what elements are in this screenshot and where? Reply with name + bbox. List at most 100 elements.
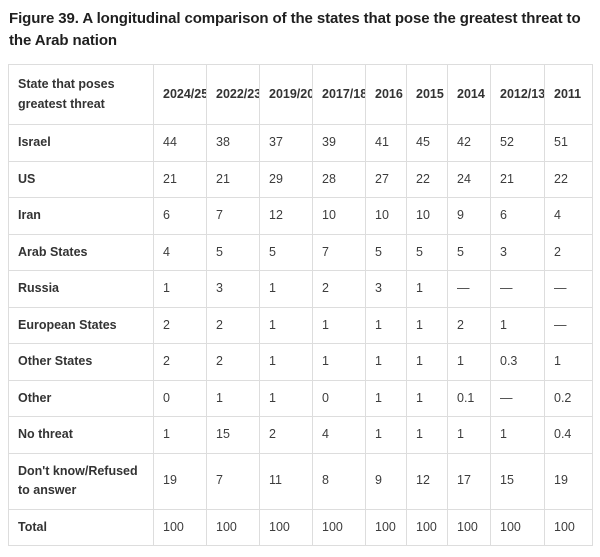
header-cell-year: 2017/18	[312, 64, 366, 125]
table-row: US 21 21 29 28 27 22 24 21 22	[8, 160, 593, 198]
value-cell: 100	[406, 508, 448, 546]
value-cell: 38	[206, 124, 260, 162]
header-cell-year: 2016	[365, 64, 407, 125]
value-cell: 6	[153, 197, 207, 235]
table-row: Don't know/Refused to answer 19 7 11 8 9 12 17 1…	[8, 452, 593, 510]
table-row: European States 2 2 1 1 1 1 2 1—	[8, 306, 593, 344]
value-cell: 17	[447, 452, 491, 510]
value-cell: 10	[365, 197, 407, 235]
value-cell: 1	[365, 416, 407, 454]
value-cell: 0.2	[544, 379, 593, 417]
value-cell: 5	[259, 233, 313, 271]
value-cell: 5	[447, 233, 491, 271]
value-cell: 1	[153, 270, 207, 308]
table-header-row: State that poses greatest threat 2024/25 2…	[8, 64, 593, 125]
row-label: Other States	[8, 343, 154, 381]
value-cell: 1	[406, 379, 448, 417]
value-cell: 29	[259, 160, 313, 198]
value-cell: 1	[490, 416, 545, 454]
value-cell: —	[490, 379, 545, 417]
value-cell: 3	[206, 270, 260, 308]
value-cell: 9	[365, 452, 407, 510]
row-label: Total	[8, 508, 154, 546]
header-cell-year: 2014	[447, 64, 491, 125]
value-cell: 1	[406, 270, 448, 308]
row-label: Don't know/Refused to answer	[8, 452, 154, 510]
table-body: Israel 44 38 37 39 41 45 42 52 51 US 21 21 29 28 27 22 24…	[8, 124, 593, 546]
value-cell: 8	[312, 452, 366, 510]
value-cell: 2	[153, 343, 207, 381]
table-row: Iran 6 7 12 10 10 10 9 6 4	[8, 197, 593, 235]
row-label: Israel	[8, 124, 154, 162]
value-cell: 100	[153, 508, 207, 546]
value-cell: 1	[406, 416, 448, 454]
value-cell: 22	[406, 160, 448, 198]
value-cell: —	[544, 306, 593, 344]
value-cell: 100	[312, 508, 366, 546]
value-cell: 21	[206, 160, 260, 198]
value-cell: 1	[259, 306, 313, 344]
value-cell: 1	[406, 343, 448, 381]
value-cell: 21	[153, 160, 207, 198]
row-label: US	[8, 160, 154, 198]
value-cell: 100	[544, 508, 593, 546]
threat-comparison-table: State that poses greatest threat 2024/25 2…	[8, 64, 593, 546]
value-cell: 7	[312, 233, 366, 271]
value-cell: —	[490, 270, 545, 308]
value-cell: 1	[312, 306, 366, 344]
value-cell: 42	[447, 124, 491, 162]
value-cell: 2	[259, 416, 313, 454]
table-row: Israel 44 38 37 39 41 45 42 52 51	[8, 124, 593, 162]
value-cell: 1	[206, 379, 260, 417]
header-cell-year: 2015	[406, 64, 448, 125]
value-cell: 1	[447, 343, 491, 381]
value-cell: 0.4	[544, 416, 593, 454]
table-row: No threat 1 15 2 4 1 1 1 1 0.4	[8, 416, 593, 454]
value-cell: 5	[365, 233, 407, 271]
value-cell: 100	[490, 508, 545, 546]
value-cell: 41	[365, 124, 407, 162]
value-cell: 44	[153, 124, 207, 162]
value-cell: 5	[406, 233, 448, 271]
value-cell: 0.3	[490, 343, 545, 381]
value-cell: 1	[153, 416, 207, 454]
value-cell: 0	[312, 379, 366, 417]
value-cell: 1	[544, 343, 593, 381]
value-cell: 6	[490, 197, 545, 235]
value-cell: 37	[259, 124, 313, 162]
value-cell: 2	[447, 306, 491, 344]
value-cell: 3	[365, 270, 407, 308]
value-cell: 2	[206, 343, 260, 381]
value-cell: 27	[365, 160, 407, 198]
header-cell-year: 2019/20	[259, 64, 313, 125]
figure-title: Figure 39. A longitudinal comparison of …	[9, 10, 581, 49]
value-cell: 51	[544, 124, 593, 162]
value-cell: 1	[259, 270, 313, 308]
table-header: State that poses greatest threat 2024/25 2…	[8, 64, 593, 125]
value-cell: 3	[490, 233, 545, 271]
value-cell: 11	[259, 452, 313, 510]
header-cell-year: 2022/23	[206, 64, 260, 125]
value-cell: 100	[206, 508, 260, 546]
value-cell: 100	[365, 508, 407, 546]
table-row: Total 100 100 100 100 100 100 100 100 100	[8, 508, 593, 546]
value-cell: 100	[447, 508, 491, 546]
value-cell: 1	[406, 306, 448, 344]
value-cell: 1	[447, 416, 491, 454]
table-row: Arab States 4 5 5 7 5 5 5 3 2	[8, 233, 593, 271]
row-label: Other	[8, 379, 154, 417]
value-cell: 19	[544, 452, 593, 510]
value-cell: 2	[153, 306, 207, 344]
value-cell: 4	[544, 197, 593, 235]
table-row: Russia 1 3 1 2 3 1— — —	[8, 270, 593, 308]
row-label: Arab States	[8, 233, 154, 271]
header-cell-year: 2024/25	[153, 64, 207, 125]
value-cell: 7	[206, 197, 260, 235]
row-label: Russia	[8, 270, 154, 308]
value-cell: 28	[312, 160, 366, 198]
value-cell: 1	[365, 343, 407, 381]
value-cell: 5	[206, 233, 260, 271]
value-cell: 2	[312, 270, 366, 308]
header-cell-state: State that poses greatest threat	[8, 64, 154, 125]
